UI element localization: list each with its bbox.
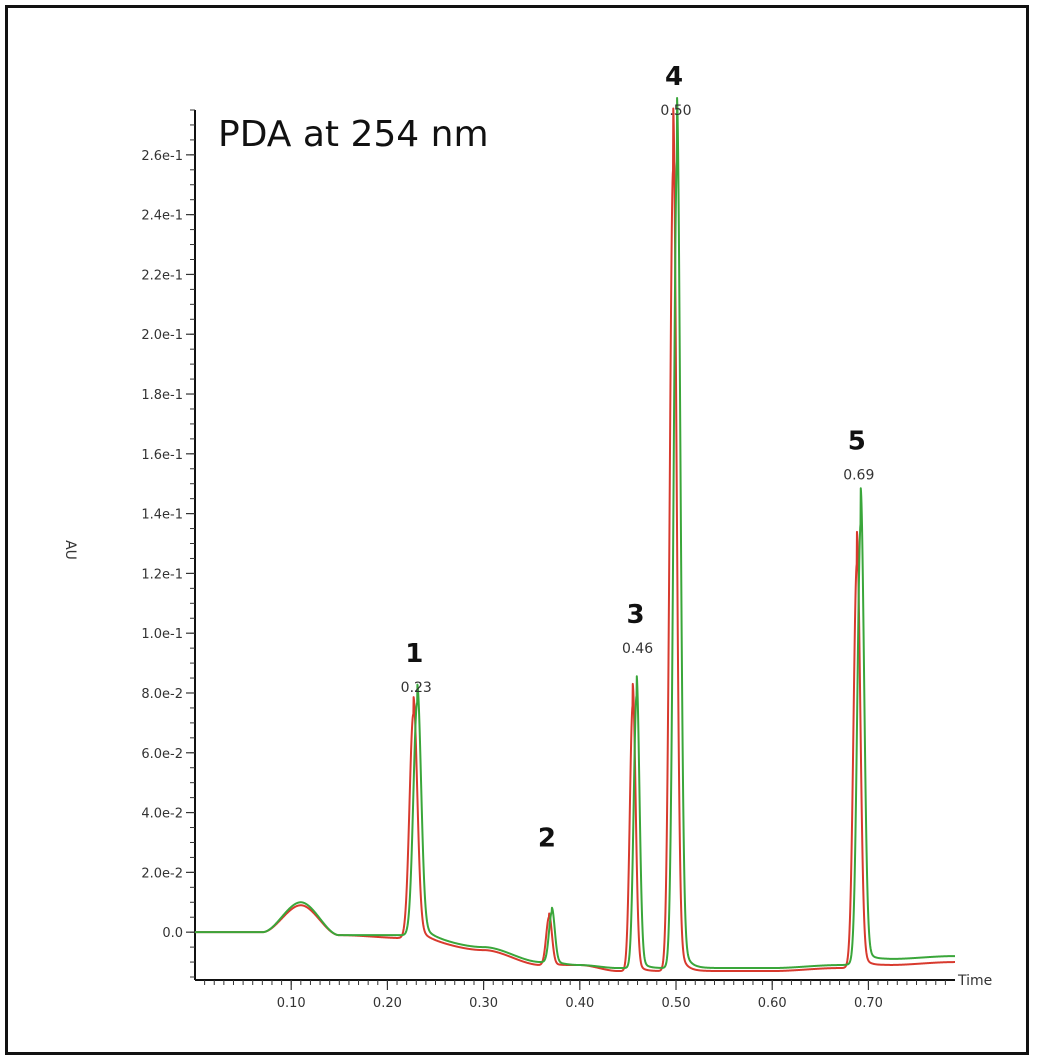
peak-number-label: 5 — [848, 427, 866, 457]
trace-line-2 — [194, 97, 956, 970]
y-tick-label: 4.0e-2 — [141, 807, 183, 822]
peak-retention-time-label: 0.23 — [401, 680, 432, 696]
y-tick-label: 2.0e-1 — [141, 328, 183, 343]
y-tick-label: 0.0 — [162, 926, 183, 941]
y-tick-label: 1.4e-1 — [141, 508, 183, 523]
y-tick-label: 2.0e-2 — [141, 866, 183, 881]
peak-retention-time-label: 0.46 — [622, 641, 653, 657]
y-axis-title: AU — [62, 540, 78, 560]
peak-number-label: 4 — [665, 62, 683, 92]
y-tick-label: 1.0e-1 — [141, 627, 183, 642]
chart-title: PDA at 254 nm — [218, 114, 489, 155]
x-axis-title: Time — [957, 973, 992, 989]
y-tick-label: 8.0e-2 — [141, 687, 183, 702]
y-tick-label: 1.6e-1 — [141, 448, 183, 463]
x-tick-label: 0.30 — [469, 996, 498, 1011]
peak-number-label: 1 — [405, 639, 423, 669]
y-tick-label: 6.0e-2 — [141, 747, 183, 762]
trace-line-1 — [194, 107, 956, 973]
y-tick-label: 2.4e-1 — [141, 209, 183, 224]
x-tick-label: 0.10 — [277, 996, 306, 1011]
y-tick-label: 2.2e-1 — [141, 268, 183, 283]
peak-number-label: 2 — [538, 823, 556, 853]
y-tick-label: 1.8e-1 — [141, 388, 183, 403]
peak-number-label: 3 — [626, 600, 644, 630]
x-tick-label: 0.50 — [662, 996, 691, 1011]
figure-frame — [5, 5, 1029, 1055]
peak-retention-time-label: 0.69 — [843, 468, 874, 484]
y-tick-label: 1.2e-1 — [141, 567, 183, 582]
x-tick-label: 0.60 — [758, 996, 787, 1011]
peak-retention-time-label: 0.50 — [660, 103, 691, 119]
x-tick-label: 0.70 — [854, 996, 883, 1011]
y-tick-label: 2.6e-1 — [141, 149, 183, 164]
x-tick-label: 0.40 — [565, 996, 594, 1011]
x-tick-label: 0.20 — [373, 996, 402, 1011]
